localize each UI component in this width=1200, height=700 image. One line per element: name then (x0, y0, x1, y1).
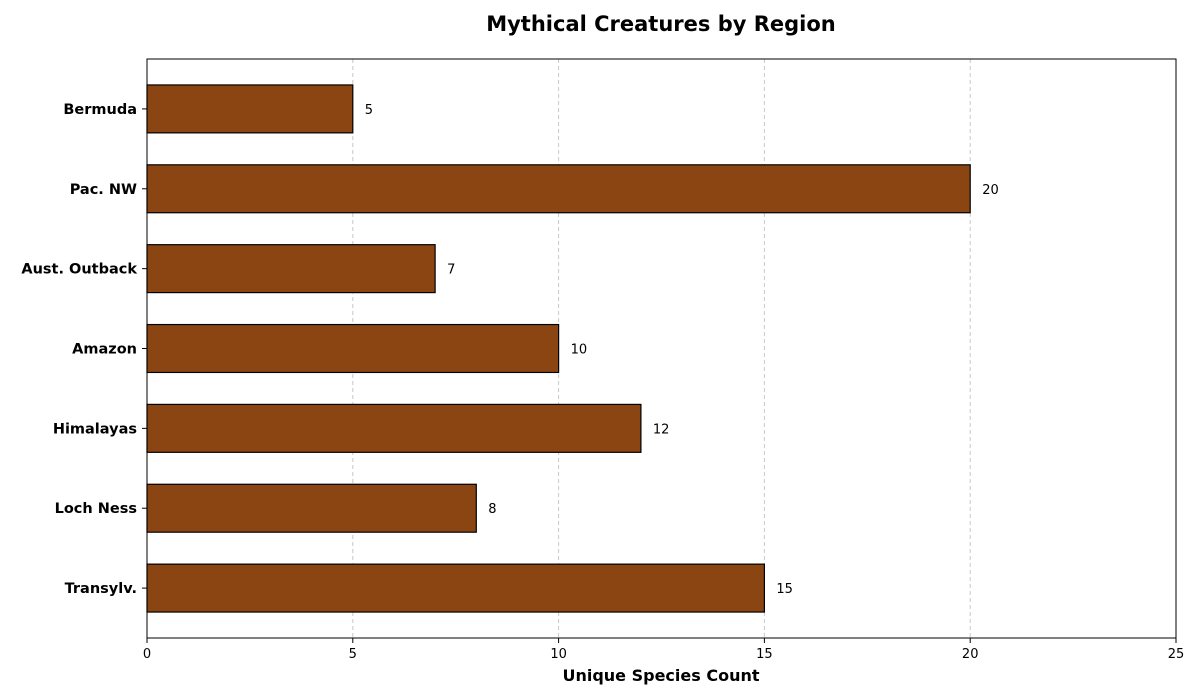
bar (146, 84, 354, 134)
bar (146, 244, 436, 294)
y-category-label: Pac. NW (70, 182, 137, 198)
x-tick-label: 0 (143, 647, 151, 662)
y-category-label: Aust. Outback (21, 262, 137, 278)
bar (146, 483, 477, 533)
bar-value-label: 7 (447, 263, 455, 278)
y-category-label: Transylv. (65, 581, 137, 597)
bar (146, 563, 766, 613)
y-category-label: Himalayas (53, 421, 137, 437)
y-category-label: Amazon (72, 342, 137, 358)
y-category-label: Loch Ness (55, 501, 137, 517)
bar (146, 323, 560, 374)
x-axis-label: Unique Species Count (562, 666, 759, 685)
bar-value-label: 10 (571, 343, 588, 358)
bar (146, 403, 642, 453)
bar-value-label: 15 (776, 582, 793, 597)
bars (146, 84, 971, 613)
y-axis-categories: Transylv. Loch Ness Himalayas Amazon Aust. O… (21, 102, 147, 597)
x-tick-label: 20 (962, 647, 979, 662)
bar-value-label: 20 (982, 183, 999, 198)
y-category-label: Bermuda (63, 102, 137, 118)
bar-value-label: 8 (488, 502, 496, 517)
x-tick-label: 5 (349, 647, 357, 662)
x-tick-label: 15 (756, 647, 773, 662)
bar (146, 164, 971, 214)
x-axis-ticks: 0 5 10 15 20 25 (143, 638, 1184, 662)
chart-title: Mythical Creatures by Region (486, 12, 836, 36)
value-labels: 15 8 12 10 7 20 5 (365, 103, 999, 597)
x-tick-label: 10 (550, 647, 567, 662)
x-tick-label: 25 (1168, 647, 1185, 662)
bar-value-label: 5 (365, 103, 373, 118)
bar-value-label: 12 (653, 422, 670, 437)
